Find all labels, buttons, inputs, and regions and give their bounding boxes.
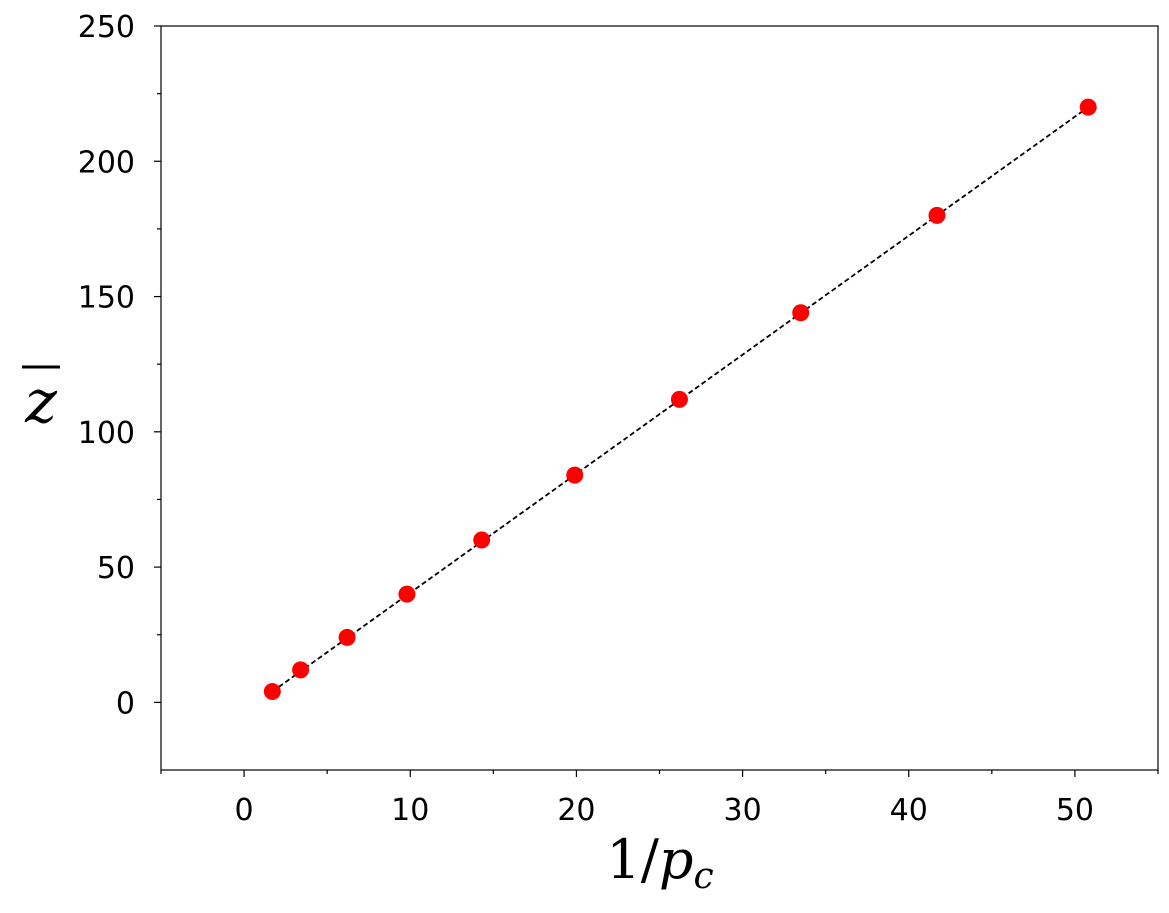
y-tick-label: 100 xyxy=(78,416,135,451)
plot-frame xyxy=(160,25,1159,771)
x-tick-label: 0 xyxy=(235,793,254,828)
y-axis-ticks: 0 50 100 150 200 250 xyxy=(78,10,161,721)
fit-line-layer xyxy=(271,106,1089,693)
y-axis-label: z xyxy=(22,365,60,437)
x-tick-label: 30 xyxy=(723,793,761,828)
svg-text:1/pc: 1/pc xyxy=(606,828,713,897)
y-tick-label: 250 xyxy=(78,10,135,45)
x-axis-label: 1/pc xyxy=(606,828,713,897)
data-points-layer xyxy=(263,98,1097,701)
y-axis-label-z: z xyxy=(24,367,57,437)
y-tick-label: 200 xyxy=(78,145,135,180)
x-tick-label: 40 xyxy=(890,793,928,828)
x-axis-label-numerator: 1/ xyxy=(606,828,659,891)
data-point-0 xyxy=(263,683,281,701)
data-point-9 xyxy=(1079,98,1097,116)
fit-line xyxy=(271,106,1089,693)
x-tick-label: 20 xyxy=(557,793,595,828)
y-tick-label: 50 xyxy=(97,551,135,586)
data-point-7 xyxy=(792,304,810,322)
data-point-5 xyxy=(566,466,584,484)
data-point-2 xyxy=(338,628,356,646)
x-axis-label-subscript: c xyxy=(693,856,713,897)
y-tick-label: 150 xyxy=(78,281,135,316)
data-point-4 xyxy=(473,531,491,549)
x-axis-ticks: 0 10 20 30 40 50 xyxy=(160,770,1159,828)
x-tick-label: 50 xyxy=(1056,793,1094,828)
x-tick-label: 10 xyxy=(391,793,429,828)
data-point-8 xyxy=(928,206,946,224)
x-axis-label-p: p xyxy=(659,828,694,891)
data-point-3 xyxy=(398,585,416,603)
data-point-6 xyxy=(670,390,688,408)
data-point-1 xyxy=(292,661,310,679)
y-tick-label: 0 xyxy=(116,686,135,721)
